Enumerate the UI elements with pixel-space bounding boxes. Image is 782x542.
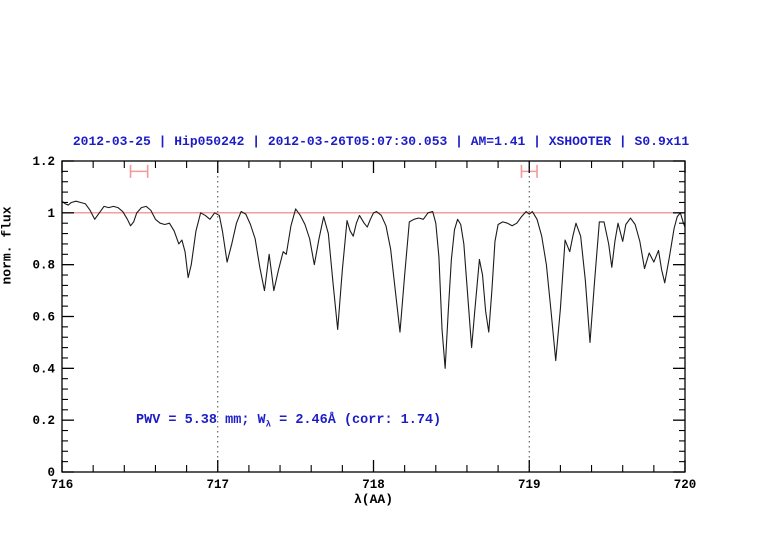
- axis-ticks: [61, 160, 686, 473]
- y-tick-label: 1.2: [32, 155, 55, 169]
- y-tick-label: 1: [47, 207, 55, 221]
- y-tick-label: 0.4: [32, 362, 55, 376]
- pwv-annotation: PWV = 5.38 mm; Wλ = 2.46Å (corr: 1.74): [136, 413, 441, 430]
- range-markers: [129, 164, 538, 178]
- tick-labels: 716 717 718 719 720 0 0.2 0.4 0.6 0.8 1 1.2: [32, 155, 696, 492]
- y-tick-label: 0.6: [32, 311, 55, 325]
- plot-title: 2012-03-25 | Hip050242 | 2012-03-26T05:0…: [72, 134, 690, 149]
- y-tick-label: 0.2: [32, 414, 55, 428]
- x-tick-label: 716: [51, 478, 74, 492]
- y-axis-label: norm. flux: [0, 206, 15, 285]
- guide-lines: [217, 161, 530, 472]
- pwv-annotation-sub: λ: [265, 419, 272, 430]
- x-tick-label: 717: [206, 478, 229, 492]
- spectrum-series: [61, 200, 686, 369]
- y-tick-label: 0: [47, 466, 55, 480]
- y-tick-label: 0.8: [32, 259, 55, 273]
- pwv-annotation-pre: PWV = 5.38 mm; W: [136, 413, 266, 428]
- x-tick-label: 719: [518, 478, 541, 492]
- spectrum-line: [61, 200, 686, 369]
- x-tick-label: 718: [362, 478, 385, 492]
- pwv-annotation-post: = 2.46Å (corr: 1.74): [271, 413, 442, 428]
- x-tick-label: 720: [674, 478, 697, 492]
- x-axis-label: λ(AA): [353, 492, 393, 507]
